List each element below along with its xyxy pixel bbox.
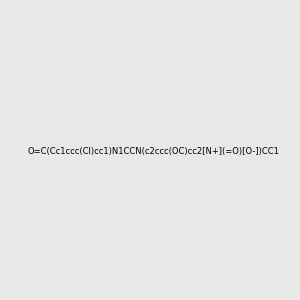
Text: O=C(Cc1ccc(Cl)cc1)N1CCN(c2ccc(OC)cc2[N+](=O)[O-])CC1: O=C(Cc1ccc(Cl)cc1)N1CCN(c2ccc(OC)cc2[N+]… [28,147,280,156]
